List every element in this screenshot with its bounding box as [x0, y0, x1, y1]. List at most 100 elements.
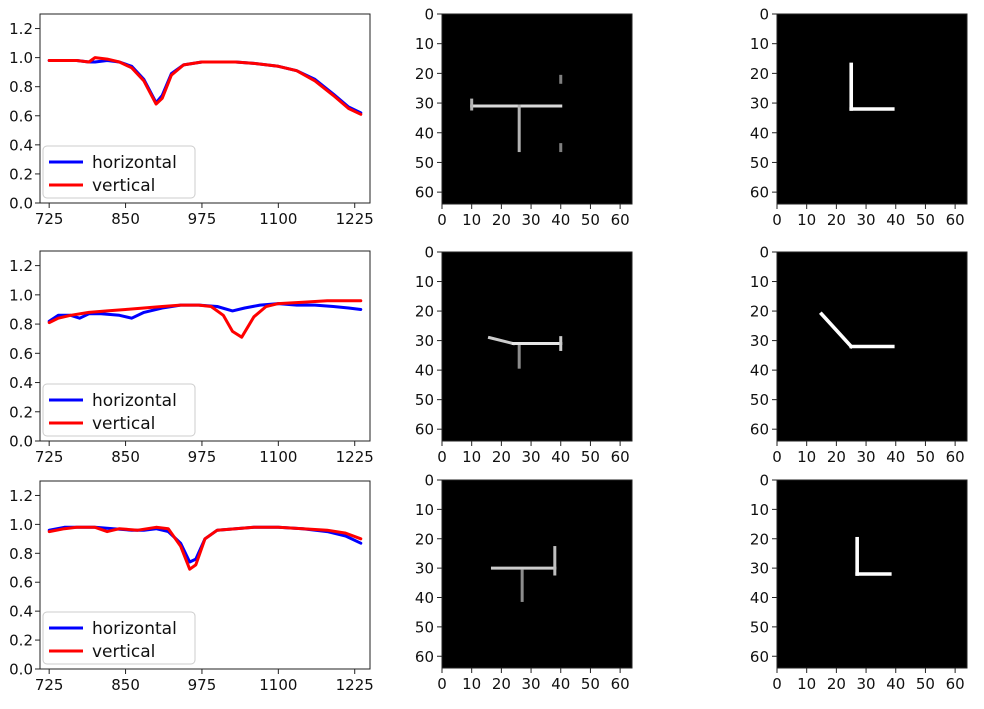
y-tick-label: 60: [750, 648, 769, 666]
y-tick-label: 30: [415, 560, 434, 578]
x-tick-label: 1100: [259, 676, 297, 694]
y-tick-label: 1.0: [9, 49, 33, 67]
stroke-segment: [487, 335, 516, 346]
y-tick-label: 20: [415, 303, 434, 321]
binary-image-panel-2: 0 0 10 10 20 20 30 30 40 40 50 50 60 60: [750, 244, 968, 466]
x-tick-label: 40: [886, 448, 905, 466]
x-tick-label: 40: [551, 675, 570, 693]
line-segment: [818, 311, 854, 350]
x-tick-label: 30: [522, 448, 541, 466]
x-tick-label: 850: [111, 448, 140, 466]
y-tick-label: 40: [750, 589, 769, 607]
y-tick-label: 0.8: [9, 316, 33, 334]
y-tick-label: 30: [750, 95, 769, 113]
x-tick-label: 20: [492, 211, 511, 229]
y-tick-label: 0: [424, 6, 434, 24]
legend-label: vertical: [92, 642, 155, 662]
x-tick-label: 30: [522, 675, 541, 693]
y-tick-label: 20: [415, 530, 434, 548]
y-tick-label: 20: [750, 530, 769, 548]
y-tick-label: 10: [415, 35, 434, 53]
x-tick-label: 0: [772, 211, 782, 229]
y-tick-label: 1.0: [9, 286, 33, 304]
y-tick-label: 30: [750, 560, 769, 578]
image-area: [441, 13, 633, 205]
y-tick-label: 40: [415, 362, 434, 380]
y-tick-label: 0.0: [9, 433, 33, 451]
y-tick-label: 0.0: [9, 195, 33, 213]
x-tick-label: 725: [35, 676, 64, 694]
y-tick-label: 20: [750, 303, 769, 321]
x-tick-label: 1225: [336, 448, 374, 466]
y-tick-label: 0: [759, 6, 769, 24]
line-chart-3: 0.0 0.2 0.4 0.6 0.8 1.0 1.2 725 850 975 1100 1225 ho…: [9, 480, 374, 694]
x-tick-label: 0: [437, 448, 447, 466]
y-tick-label: 40: [750, 124, 769, 142]
y-tick-label: 20: [415, 65, 434, 83]
x-tick-label: 60: [611, 675, 630, 693]
x-tick-label: 10: [797, 448, 816, 466]
x-tick-label: 850: [111, 210, 140, 228]
x-tick-label: 60: [946, 211, 965, 229]
x-tick-label: 1225: [336, 676, 374, 694]
grayscale-image-panel-1: 0 0 10 10 20 20 30 30 40 40 50 50 60 60: [415, 6, 633, 229]
x-tick-label: 50: [581, 675, 600, 693]
x-tick-label: 725: [35, 448, 64, 466]
x-tick-label: 60: [611, 448, 630, 466]
x-tick-label: 0: [437, 211, 447, 229]
x-tick-label: 50: [581, 211, 600, 229]
y-tick-label: 30: [415, 95, 434, 113]
y-tick-label: 0: [759, 472, 769, 490]
y-tick-label: 10: [415, 501, 434, 519]
y-tick-label: 30: [415, 332, 434, 350]
y-tick-label: 1.2: [9, 20, 33, 38]
x-tick-label: 40: [886, 211, 905, 229]
x-tick-label: 30: [522, 211, 541, 229]
y-tick-label: 60: [750, 421, 769, 439]
y-tick-label: 0.2: [9, 165, 33, 183]
x-tick-label: 20: [827, 211, 846, 229]
series-line-vertical: [47, 299, 363, 339]
x-tick-label: 975: [188, 676, 217, 694]
legend-label: horizontal: [92, 619, 177, 639]
y-tick-label: 50: [750, 391, 769, 409]
y-tick-label: 0.6: [9, 107, 33, 125]
grayscale-image-panel-3: 0 0 10 10 20 20 30 30 40 40 50 50 60 60: [415, 472, 633, 693]
legend: horizontal vertical: [42, 383, 196, 437]
binary-image-panel-1: 0 0 10 10 20 20 30 30 40 40 50 50 60 60: [750, 6, 968, 229]
legend-label: horizontal: [92, 153, 177, 173]
x-tick-label: 50: [581, 448, 600, 466]
x-tick-label: 1100: [259, 210, 297, 228]
y-tick-label: 0.8: [9, 78, 33, 96]
y-tick-label: 0.4: [9, 136, 33, 154]
y-tick-label: 0: [424, 472, 434, 490]
x-tick-label: 975: [188, 448, 217, 466]
x-tick-label: 20: [492, 675, 511, 693]
y-tick-label: 0.4: [9, 374, 33, 392]
x-tick-label: 50: [916, 211, 935, 229]
y-tick-label: 0.6: [9, 345, 33, 363]
x-tick-label: 0: [772, 675, 782, 693]
x-tick-label: 60: [946, 448, 965, 466]
image-area: [441, 479, 633, 669]
legend-label: horizontal: [92, 391, 177, 411]
series-line-vertical: [47, 56, 363, 116]
x-tick-label: 1225: [336, 210, 374, 228]
x-tick-label: 975: [188, 210, 217, 228]
line-chart-2: 0.0 0.2 0.4 0.6 0.8 1.0 1.2 725 850 975 1100 1225 ho…: [9, 250, 374, 466]
x-tick-label: 20: [492, 448, 511, 466]
x-tick-label: 40: [551, 448, 570, 466]
x-tick-label: 20: [827, 675, 846, 693]
y-tick-label: 0.8: [9, 545, 33, 563]
y-tick-label: 0: [424, 244, 434, 262]
y-tick-label: 0.6: [9, 574, 33, 592]
x-tick-label: 40: [551, 211, 570, 229]
y-tick-label: 40: [415, 124, 434, 142]
y-tick-label: 10: [750, 35, 769, 53]
y-tick-label: 40: [415, 589, 434, 607]
binary-image-panel-3: 0 0 10 10 20 20 30 30 40 40 50 50 60 60: [750, 472, 968, 693]
y-tick-label: 1.2: [9, 257, 33, 275]
y-tick-label: 0.2: [9, 632, 33, 650]
x-tick-label: 40: [886, 675, 905, 693]
